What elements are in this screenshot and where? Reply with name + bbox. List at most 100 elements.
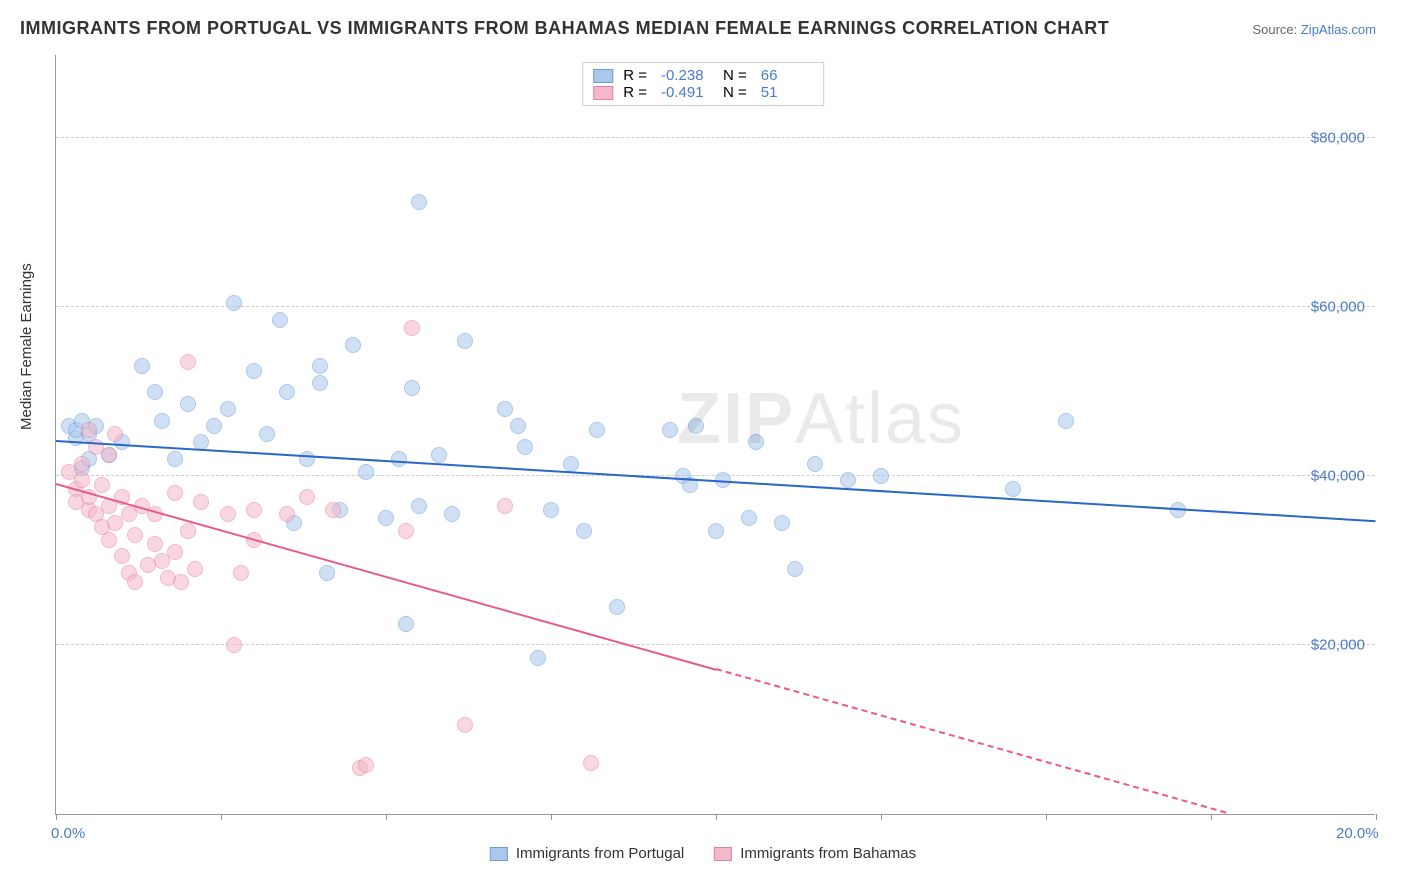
- gridline: [56, 644, 1375, 645]
- scatter-point: [114, 548, 130, 564]
- scatter-point: [246, 363, 262, 379]
- scatter-point: [688, 418, 704, 434]
- scatter-point: [81, 422, 97, 438]
- scatter-point: [220, 506, 236, 522]
- scatter-point: [497, 498, 513, 514]
- scatter-point: [787, 561, 803, 577]
- scatter-point: [431, 447, 447, 463]
- scatter-point: [319, 565, 335, 581]
- scatter-point: [312, 358, 328, 374]
- legend-r-value-portugal: -0.238: [661, 67, 709, 84]
- scatter-point: [226, 637, 242, 653]
- legend-row-bahamas: R = -0.491 N = 51: [593, 84, 813, 101]
- scatter-point: [840, 472, 856, 488]
- scatter-point: [391, 451, 407, 467]
- scatter-point: [741, 510, 757, 526]
- scatter-point: [127, 574, 143, 590]
- legend-swatch-bahamas-b: [714, 847, 732, 861]
- regression-line: [716, 668, 1227, 813]
- chart-plot-area: ZIPAtlas $20,000$40,000$60,000$80,0000.0…: [55, 55, 1375, 815]
- scatter-point: [101, 532, 117, 548]
- legend-label-portugal: Immigrants from Portugal: [516, 845, 684, 862]
- scatter-point: [457, 717, 473, 733]
- scatter-point: [74, 472, 90, 488]
- x-tick-mark: [716, 814, 717, 820]
- scatter-point: [180, 396, 196, 412]
- legend-r-label: R =: [623, 84, 647, 101]
- scatter-point: [609, 599, 625, 615]
- scatter-point: [206, 418, 222, 434]
- y-tick-label: $80,000: [1311, 130, 1365, 147]
- x-tick-mark: [551, 814, 552, 820]
- scatter-point: [398, 616, 414, 632]
- watermark-rest: Atlas: [795, 379, 965, 459]
- scatter-point: [589, 422, 605, 438]
- scatter-point: [411, 194, 427, 210]
- scatter-point: [167, 485, 183, 501]
- scatter-point: [1058, 413, 1074, 429]
- legend-item-portugal: Immigrants from Portugal: [490, 845, 684, 862]
- legend-r-value-bahamas: -0.491: [661, 84, 709, 101]
- scatter-point: [404, 380, 420, 396]
- legend-row-portugal: R = -0.238 N = 66: [593, 67, 813, 84]
- scatter-point: [173, 574, 189, 590]
- scatter-point: [299, 451, 315, 467]
- source-prefix: Source:: [1252, 22, 1300, 37]
- gridline: [56, 306, 1375, 307]
- scatter-point: [774, 515, 790, 531]
- scatter-point: [510, 418, 526, 434]
- scatter-point: [299, 489, 315, 505]
- legend-n-label: N =: [723, 84, 747, 101]
- scatter-point: [167, 451, 183, 467]
- scatter-point: [187, 561, 203, 577]
- scatter-point: [180, 354, 196, 370]
- source-link[interactable]: ZipAtlas.com: [1301, 22, 1376, 37]
- scatter-point: [127, 527, 143, 543]
- x-tick-mark: [221, 814, 222, 820]
- scatter-point: [873, 468, 889, 484]
- legend-n-value-bahamas: 51: [761, 84, 809, 101]
- scatter-point: [543, 502, 559, 518]
- y-tick-label: $20,000: [1311, 637, 1365, 654]
- x-tick-label: 0.0%: [51, 825, 85, 842]
- scatter-point: [279, 384, 295, 400]
- scatter-point: [583, 755, 599, 771]
- scatter-point: [807, 456, 823, 472]
- scatter-point: [94, 477, 110, 493]
- y-tick-label: $40,000: [1311, 468, 1365, 485]
- scatter-point: [576, 523, 592, 539]
- watermark: ZIPAtlas: [677, 378, 965, 460]
- legend-swatch-bahamas: [593, 86, 613, 100]
- legend-n-value-portugal: 66: [761, 67, 809, 84]
- scatter-point: [154, 413, 170, 429]
- scatter-point: [220, 401, 236, 417]
- x-tick-mark: [1376, 814, 1377, 820]
- scatter-point: [259, 426, 275, 442]
- scatter-point: [272, 312, 288, 328]
- scatter-point: [444, 506, 460, 522]
- scatter-point: [411, 498, 427, 514]
- scatter-point: [457, 333, 473, 349]
- scatter-point: [279, 506, 295, 522]
- x-tick-mark: [56, 814, 57, 820]
- legend-item-bahamas: Immigrants from Bahamas: [714, 845, 916, 862]
- scatter-point: [134, 358, 150, 374]
- scatter-point: [404, 320, 420, 336]
- scatter-point: [358, 464, 374, 480]
- scatter-point: [1005, 481, 1021, 497]
- scatter-point: [345, 337, 361, 353]
- x-tick-mark: [1046, 814, 1047, 820]
- scatter-point: [530, 650, 546, 666]
- source-attribution: Source: ZipAtlas.com: [1252, 22, 1376, 37]
- legend-swatch-portugal: [593, 69, 613, 83]
- legend-r-label: R =: [623, 67, 647, 84]
- scatter-point: [233, 565, 249, 581]
- y-axis-label: Median Female Earnings: [18, 263, 35, 430]
- scatter-point: [147, 536, 163, 552]
- scatter-point: [748, 434, 764, 450]
- legend-label-bahamas: Immigrants from Bahamas: [740, 845, 916, 862]
- scatter-point: [662, 422, 678, 438]
- scatter-point: [147, 384, 163, 400]
- scatter-point: [107, 426, 123, 442]
- scatter-point: [708, 523, 724, 539]
